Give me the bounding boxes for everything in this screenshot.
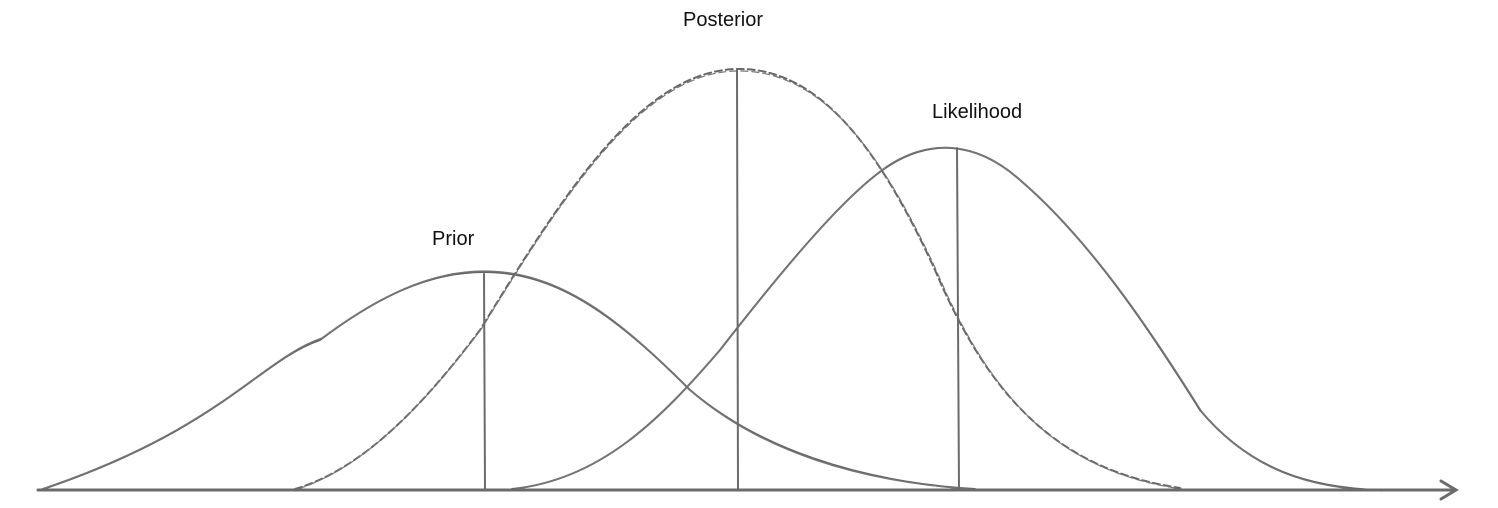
posterior-curve <box>294 67 1183 490</box>
x-axis <box>36 479 1459 501</box>
likelihood-curve <box>511 146 1383 492</box>
prior-mean-line <box>483 273 486 491</box>
prior-curve <box>39 270 976 491</box>
prior-label: Prior <box>432 228 475 250</box>
likelihood-mean-line <box>956 147 960 491</box>
posterior-mean-line <box>736 69 739 491</box>
likelihood-label: Likelihood <box>932 101 1022 123</box>
posterior-label: Posterior <box>683 9 763 31</box>
axis-arrowhead-icon <box>1439 479 1459 501</box>
